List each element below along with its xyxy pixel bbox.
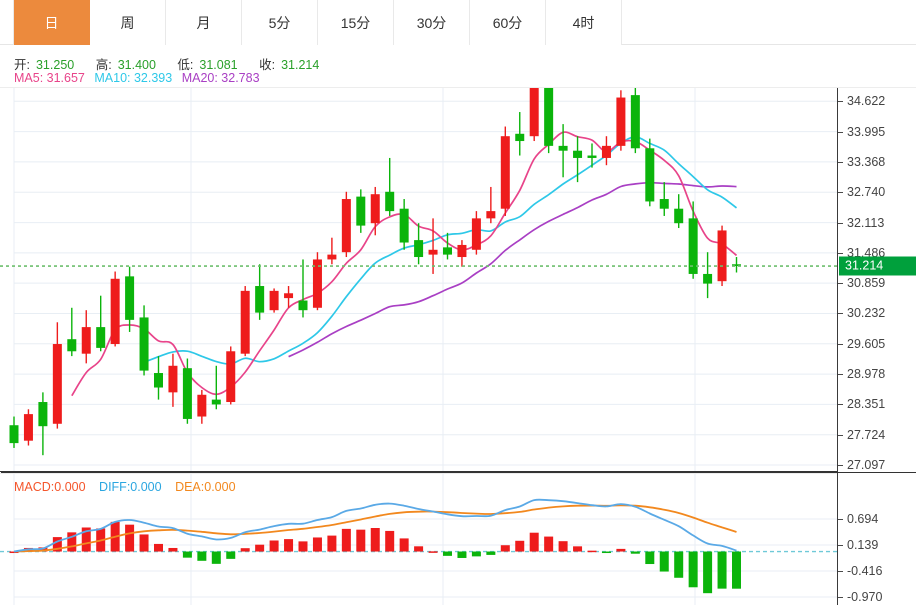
tab-30min[interactable]: 30分 [394,0,470,45]
macd-axis-label: -0.970 [847,590,883,604]
price-chart-canvas [0,45,837,471]
price-axis-tick [838,465,843,466]
macd-axis-label: -0.416 [847,564,883,579]
tab-4hour-label: 4时 [572,14,595,31]
tab-5min-label: 5分 [268,14,291,31]
price-axis-tick [838,161,843,163]
tab-15min-label: 15分 [340,14,371,31]
macd-axis-tick [838,571,843,573]
price-axis-tick [838,101,843,103]
price-axis-label: 32.740 [847,185,886,200]
price-chart-panel[interactable] [0,45,837,472]
price-axis-tick [838,283,843,285]
macd-panel[interactable] [0,473,837,605]
price-axis-label: 28.978 [847,367,886,382]
timeframe-tabbar: 日 周 月 5分 15分 30分 60分 4时 [0,0,916,45]
tab-4hour[interactable]: 4时 [546,0,622,45]
price-axis-tick [838,192,843,194]
price-axis: 35.249 34.622 33.995 33.368 32.740 32.113 31.4… [1,45,916,605]
tab-60min[interactable]: 60分 [470,0,546,45]
price-axis-tick [838,313,843,315]
price-axis-tick [838,404,843,406]
current-price-badge: 31.214 [839,256,916,276]
price-axis-label: 30.232 [847,306,886,321]
price-axis-label: 32.113 [847,215,885,230]
macd-axis-tick [838,519,843,520]
macd-chart-canvas [0,473,837,605]
price-axis-label: 29.605 [847,336,886,351]
tab-60min-label: 60分 [492,14,523,31]
price-axis-tick [838,71,843,72]
macd-axis-tick [838,545,843,547]
tab-month[interactable]: 月 [166,0,242,45]
macd-axis-label: 0.694 [847,512,879,526]
tab-15min[interactable]: 15分 [318,0,394,45]
price-axis-tick [838,374,843,376]
tab-month-label: 月 [196,14,211,31]
price-axis-label: 31.486 [847,245,886,260]
price-axis-tick [838,343,843,345]
panel-divider [1,472,916,473]
macd-axis-label: 0.139 [847,538,879,553]
price-axis-tick [838,252,843,254]
price-axis-label: 28.351 [847,397,886,412]
price-axis-tick [838,434,843,436]
price-axis-label: 30.859 [847,276,886,291]
tabbar-left-edge [0,0,14,45]
macd-axis-tick [838,597,843,598]
price-axis-label: 33.995 [847,124,886,139]
price-axis-label: 35.249 [847,64,886,78]
price-axis-label: 27.724 [847,427,886,442]
tab-week[interactable]: 周 [90,0,166,45]
tab-day-label: 日 [44,14,59,31]
price-axis-tick [838,131,843,133]
price-axis-tick [838,222,843,224]
tab-30min-label: 30分 [416,14,447,31]
price-axis-label: 33.368 [847,154,886,169]
price-axis-label: 34.622 [847,94,886,109]
tab-5min[interactable]: 5分 [242,0,318,45]
tab-week-label: 周 [120,14,135,31]
price-axis-label: 27.097 [847,458,886,472]
tabbar-filler [622,0,916,45]
tab-day[interactable]: 日 [14,0,90,45]
macd-header-divider [0,473,837,474]
